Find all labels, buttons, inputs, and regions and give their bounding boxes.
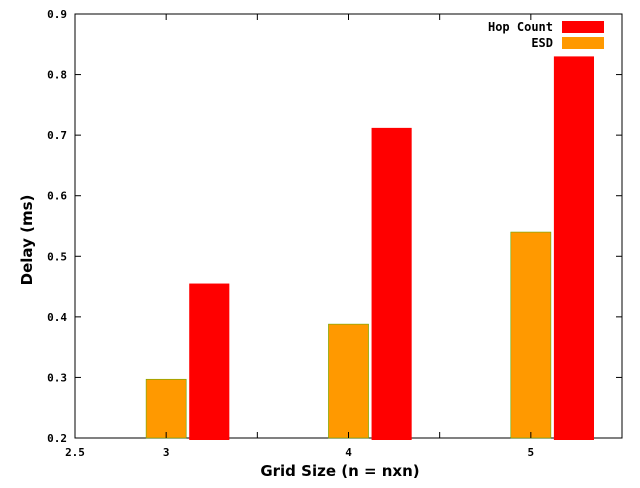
y-tick-label: 0.3 bbox=[47, 371, 67, 384]
y-tick-label: 0.4 bbox=[47, 311, 67, 324]
bar-hop-count bbox=[553, 56, 595, 441]
x-tick-label: 5 bbox=[528, 446, 535, 459]
bar-esd bbox=[145, 378, 187, 439]
x-tick-label: 4 bbox=[345, 446, 352, 459]
y-axis-title: Delay (ms) bbox=[18, 195, 36, 286]
legend-label: ESD bbox=[531, 36, 553, 50]
bar-hop-count bbox=[371, 127, 412, 441]
legend-swatch bbox=[562, 21, 604, 33]
x-axis-title: Grid Size (n = nxn) bbox=[260, 462, 419, 480]
bar-hop-count bbox=[189, 283, 230, 440]
x-tick-label: 2.5 bbox=[65, 446, 85, 459]
legend-swatch bbox=[562, 37, 604, 49]
x-tick-label: 3 bbox=[163, 446, 170, 459]
legend-label: Hop Count bbox=[488, 20, 553, 34]
y-tick-label: 0.6 bbox=[47, 190, 67, 203]
y-tick-label: 0.5 bbox=[47, 250, 67, 263]
y-tick-label: 0.9 bbox=[47, 8, 67, 21]
bar-esd bbox=[328, 323, 369, 439]
bars-group bbox=[145, 56, 595, 441]
ticks-group: 0.2 0.3 0.4 0.5 0.6 0.7 0.8 0.9 2.5 3 4 5 bbox=[47, 8, 622, 459]
y-tick-label: 0.7 bbox=[47, 129, 67, 142]
y-tick-label: 0.2 bbox=[47, 432, 67, 445]
y-tick-label: 0.8 bbox=[47, 69, 67, 82]
bar-esd bbox=[510, 231, 552, 439]
legend: Hop Count ESD bbox=[488, 20, 604, 50]
